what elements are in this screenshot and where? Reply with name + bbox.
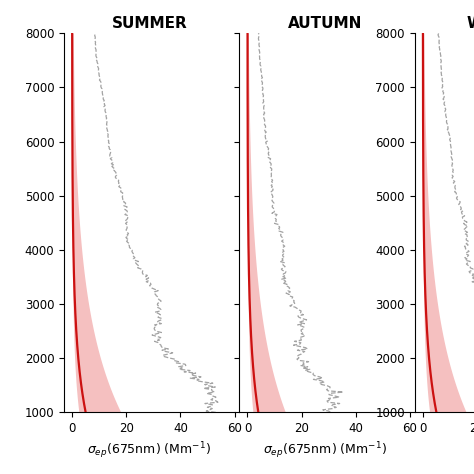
Title: AUTUMN: AUTUMN <box>288 16 362 31</box>
Title: WINTER: WINTER <box>466 16 474 31</box>
X-axis label: $\sigma_{ep}$(675nm) (Mm$^{-1}$): $\sigma_{ep}$(675nm) (Mm$^{-1}$) <box>263 441 387 461</box>
Title: SUMMER: SUMMER <box>111 16 187 31</box>
X-axis label: $\sigma_{ep}$(675nm) (Mm$^{-1}$): $\sigma_{ep}$(675nm) (Mm$^{-1}$) <box>87 441 211 461</box>
